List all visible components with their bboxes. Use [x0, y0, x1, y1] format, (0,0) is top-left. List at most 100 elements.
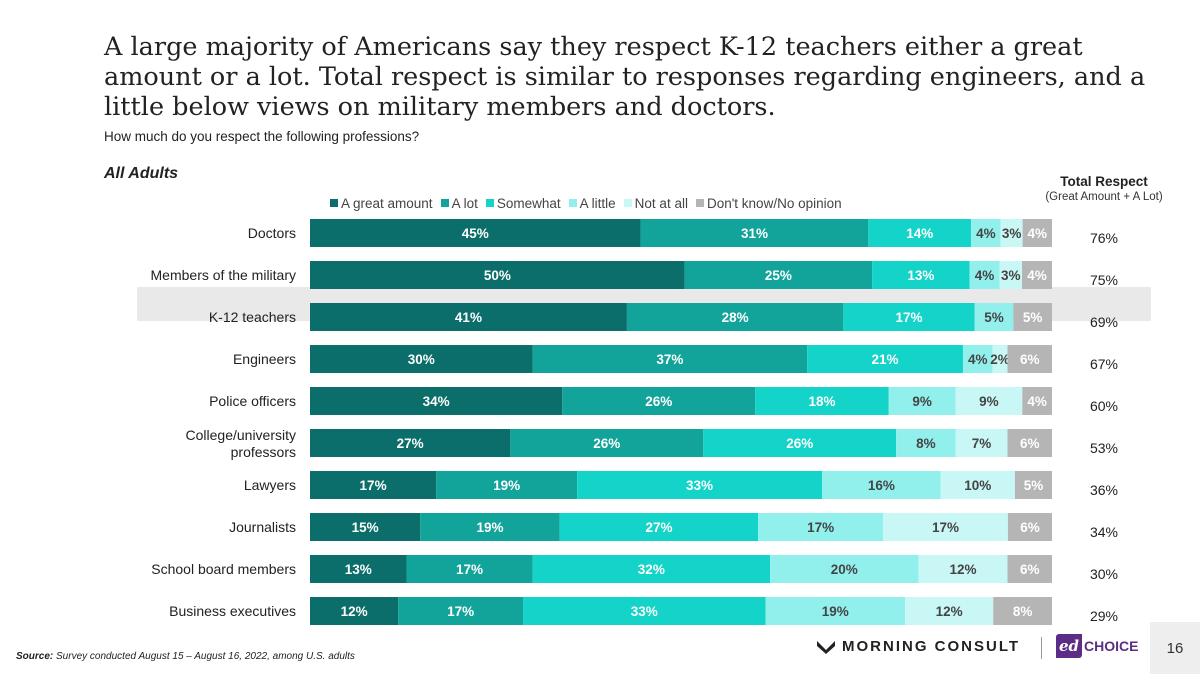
data-label: 18%: [808, 394, 835, 409]
data-label: 26%: [645, 394, 672, 409]
category-label-line: Engineers: [233, 351, 296, 367]
legend-label: Don't know/No opinion: [706, 195, 842, 211]
legend-swatch: [485, 199, 494, 207]
category-label: Police officers: [209, 393, 296, 409]
bar-segment: [703, 429, 897, 457]
category-label: K-12 teachers: [209, 309, 296, 325]
category-label-line: Doctors: [248, 225, 296, 241]
bar-segment: [577, 471, 822, 499]
morning-consult-logo: MORNING CONSULT: [816, 638, 1020, 655]
bar-segment: [310, 387, 563, 415]
bar-segment: [562, 387, 756, 415]
bar-segment: [1014, 471, 1052, 499]
total-respect-value: 29%: [1090, 608, 1118, 624]
data-label: 4%: [975, 268, 995, 283]
total-respect-value: 69%: [1090, 314, 1118, 330]
source-label: Source:: [16, 651, 54, 662]
data-label: 25%: [765, 268, 792, 283]
bar-segment: [955, 429, 1008, 457]
data-label: 4%: [1027, 268, 1047, 283]
data-label: 5%: [1024, 478, 1044, 493]
bar-segment: [1007, 429, 1052, 457]
bar-segment: [559, 513, 759, 541]
data-label: 2%: [990, 352, 1010, 367]
bar-segment: [510, 429, 704, 457]
data-label: 33%: [686, 478, 713, 493]
bar-segment: [1007, 555, 1052, 583]
data-label: 16%: [868, 478, 895, 493]
bar-segment: [1000, 219, 1023, 247]
legend-item: A great amount: [330, 196, 433, 211]
legend-label: A lot: [451, 195, 478, 211]
bar-segment: [992, 345, 1008, 373]
bar-segment: [755, 387, 889, 415]
data-label: 12%: [949, 562, 976, 577]
category-label-line: College/university: [186, 427, 297, 443]
survey-question: How much do you respect the following pr…: [104, 129, 420, 144]
bar-segment: [962, 345, 993, 373]
data-label: 4%: [1028, 226, 1048, 241]
bar-segment: [971, 219, 1001, 247]
edchoice-wordmark: CHOICE: [1084, 638, 1139, 654]
bar-segment: [310, 471, 437, 499]
total-respect-title: Total Respect: [1060, 174, 1148, 189]
bar-segment: [974, 303, 1014, 331]
data-label: 4%: [1027, 394, 1047, 409]
data-label: 31%: [741, 226, 768, 241]
data-label: 34%: [423, 394, 450, 409]
legend-swatch: [695, 199, 704, 207]
data-label: 17%: [895, 310, 922, 325]
data-label: 6%: [1020, 520, 1040, 535]
category-label-line: Members of the military: [151, 267, 296, 283]
bar-segment: [626, 303, 844, 331]
data-label: 27%: [397, 436, 424, 451]
data-label: 33%: [631, 604, 658, 619]
bar-segment: [1022, 261, 1052, 289]
legend-item: Not at all: [623, 196, 688, 211]
bar-segment: [310, 429, 511, 457]
data-label: 4%: [976, 226, 996, 241]
bar-segment: [1007, 345, 1052, 373]
bar-segment: [999, 261, 1023, 289]
slide-title: A large majority of Americans say they r…: [104, 32, 1146, 122]
category-label-line: School board members: [151, 561, 296, 577]
bar-segment: [955, 387, 1023, 415]
data-label: 17%: [360, 478, 387, 493]
bar-segment: [436, 471, 578, 499]
category-label: Business executives: [169, 603, 296, 619]
category-label: College/university professors: [186, 427, 297, 460]
data-label: 12%: [936, 604, 963, 619]
category-label: Journalists: [229, 519, 296, 535]
bar-segment: [310, 219, 641, 247]
bar-segment: [684, 261, 873, 289]
bar-segment: [398, 597, 524, 625]
total-respect-value: 34%: [1090, 524, 1118, 540]
data-label: 10%: [964, 478, 991, 493]
category-label-line: Journalists: [229, 519, 296, 535]
data-label: 37%: [656, 352, 683, 367]
bar-segment: [406, 555, 533, 583]
total-respect-value: 67%: [1090, 356, 1118, 372]
legend-label: Somewhat: [496, 195, 561, 211]
data-label: 3%: [1001, 268, 1021, 283]
data-label: 7%: [972, 436, 992, 451]
legend-item: A lot: [440, 195, 478, 211]
bar-segment: [1022, 219, 1052, 247]
bar-segment: [532, 345, 808, 373]
data-label: 26%: [593, 436, 620, 451]
bar-segment: [940, 471, 1015, 499]
group-label: All Adults: [104, 165, 179, 182]
data-label: 4%: [968, 352, 988, 367]
total-respect-value: 36%: [1090, 482, 1118, 498]
category-label-line: Business executives: [169, 603, 296, 619]
data-label: 5%: [1023, 310, 1043, 325]
bar-segment: [905, 597, 994, 625]
data-label: 45%: [462, 226, 489, 241]
bar-segment: [310, 597, 399, 625]
bar-segment: [918, 555, 1008, 583]
data-label: 32%: [638, 562, 665, 577]
bar-segment: [896, 429, 956, 457]
category-label-line: professors: [231, 444, 296, 460]
category-label-line: Lawyers: [244, 477, 296, 493]
data-label: 28%: [722, 310, 749, 325]
